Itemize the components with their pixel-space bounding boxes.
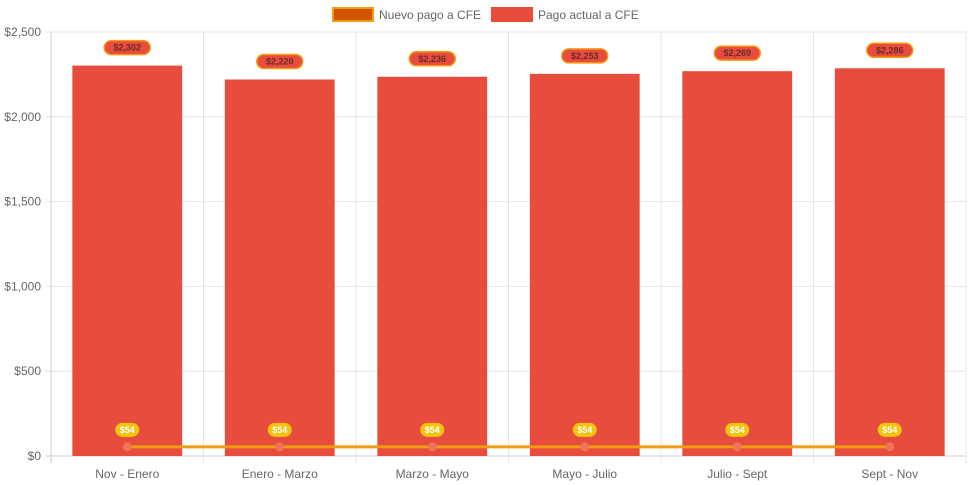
legend[interactable]: Nuevo pago a CFE Pago actual a CFE — [332, 7, 639, 22]
bar-data-label-bg — [713, 45, 761, 61]
line-data-label: $54 — [115, 422, 140, 437]
x-tick-label: Nov - Enero — [95, 467, 159, 481]
line-point[interactable] — [427, 442, 437, 452]
bar-data-label: $2,253 — [561, 48, 609, 64]
x-tick-label: Marzo - Mayo — [396, 467, 470, 481]
line-data-label: $54 — [877, 422, 902, 437]
legend-item-nuevo-pago[interactable]: Nuevo pago a CFE — [332, 7, 481, 22]
line-data-label: $54 — [420, 422, 445, 437]
bar-data-label-bg — [866, 42, 914, 59]
line-data-label: $54 — [725, 422, 750, 437]
bar-data-label: $2,269 — [713, 45, 761, 61]
line-point[interactable] — [885, 442, 895, 452]
bar-data-label: $2,286 — [866, 42, 914, 59]
line-data-label-text: $54 — [425, 425, 440, 435]
y-axis: $0 $500 $1,000 $1,500 $2,000 $2,500 — [4, 25, 41, 463]
line-data-label-bg — [725, 422, 750, 437]
line-data-label: $54 — [267, 422, 292, 437]
bars — [72, 65, 945, 456]
bar-data-label-text: $2,286 — [876, 45, 904, 55]
bar-data-label-text: $2,302 — [113, 43, 141, 53]
legend-swatch — [332, 7, 374, 22]
y-tick-label: $1,000 — [4, 279, 41, 293]
line-data-label-bg — [267, 422, 292, 437]
bar[interactable] — [682, 71, 793, 456]
grid — [45, 31, 967, 463]
y-tick-label: $0 — [28, 449, 42, 463]
bar[interactable] — [72, 65, 183, 456]
x-tick-label: Mayo - Julio — [552, 467, 617, 481]
y-tick-label: $2,500 — [4, 25, 41, 39]
y-tick-label: $500 — [14, 364, 41, 378]
bar-data-label: $2,220 — [256, 53, 304, 70]
bar-data-label-text: $2,269 — [723, 48, 751, 58]
legend-label: Nuevo pago a CFE — [379, 8, 481, 22]
legend-item-pago-actual[interactable]: Pago actual a CFE — [491, 7, 639, 22]
line-point[interactable] — [580, 442, 590, 452]
bar-data-label-text: $2,220 — [266, 56, 294, 66]
bar[interactable] — [377, 76, 488, 456]
line-labels: $54 $54 $54 $54 $54 $54 — [115, 422, 902, 437]
line-data-label-bg — [572, 422, 597, 437]
x-tick-label: Enero - Marzo — [242, 467, 318, 481]
bar-data-label-bg — [103, 39, 151, 56]
line-data-label-text: $54 — [882, 425, 897, 435]
bar[interactable] — [224, 79, 335, 456]
y-tick-label: $1,500 — [4, 195, 41, 209]
y-tick-label: $2,000 — [4, 110, 41, 124]
line-series — [122, 442, 895, 452]
line-point[interactable] — [732, 442, 742, 452]
bar[interactable] — [834, 68, 945, 456]
x-tick-label: Sept - Nov — [861, 467, 918, 481]
bar-data-label-bg — [561, 48, 609, 64]
line-data-label-bg — [115, 422, 140, 437]
line-data-label-bg — [420, 422, 445, 437]
bar-data-label-text: $2,253 — [571, 51, 599, 61]
bar[interactable] — [529, 73, 640, 456]
line-data-label-text: $54 — [730, 425, 745, 435]
line-point[interactable] — [275, 442, 285, 452]
bar-data-label: $2,302 — [103, 39, 151, 56]
bar-data-label: $2,236 — [408, 51, 456, 67]
x-tick-label: Julio - Sept — [707, 467, 768, 481]
line-data-label-bg — [877, 422, 902, 437]
legend-swatch — [491, 7, 533, 22]
line-data-label-text: $54 — [120, 425, 135, 435]
bar-data-label-bg — [256, 53, 304, 70]
line-data-label: $54 — [572, 422, 597, 437]
line-point[interactable] — [122, 442, 132, 452]
line-data-label-text: $54 — [272, 425, 287, 435]
bar-data-label-bg — [408, 51, 456, 67]
bar-labels: $2,302 $2,220 $2,236 $2,253 $2,269 $2,286 — [103, 39, 914, 70]
legend-label: Pago actual a CFE — [538, 8, 639, 22]
line-data-label-text: $54 — [577, 425, 592, 435]
bar-data-label-text: $2,236 — [418, 54, 446, 64]
x-axis: Nov - Enero Enero - Marzo Marzo - Mayo Mayo… — [95, 467, 918, 481]
